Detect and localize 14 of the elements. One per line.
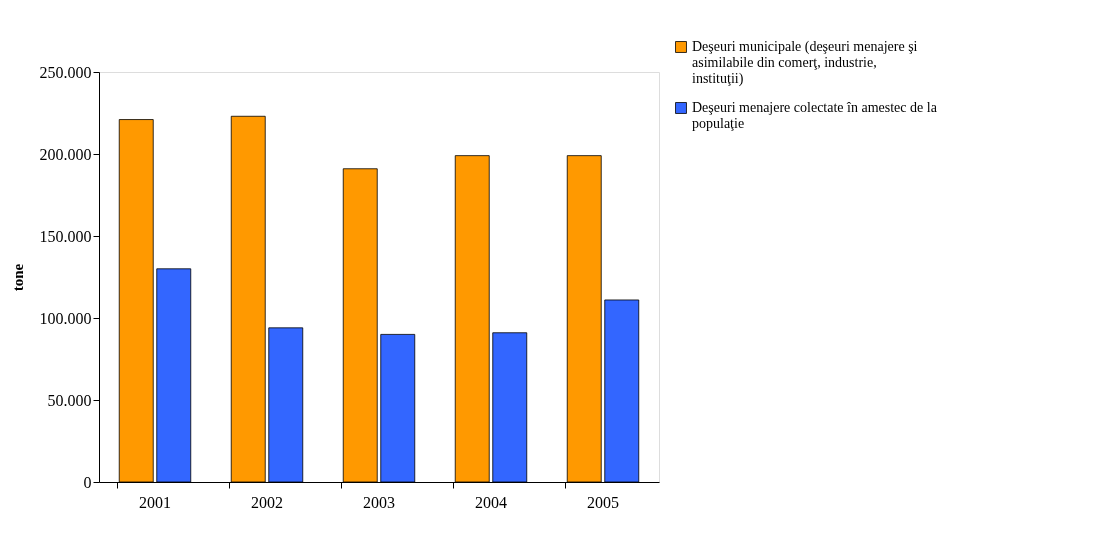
y-tick-label: 250.000 xyxy=(39,63,92,81)
y-tick-label: 0 xyxy=(83,473,92,491)
y-axis-title: tone xyxy=(9,263,26,292)
x-tick-label: 2005 xyxy=(587,493,619,511)
y-tick-label: 150.000 xyxy=(39,227,92,245)
legend-label: Deşeuri menajere colectate în amestec de la populaţie xyxy=(692,100,938,131)
y-tick-label: 100.000 xyxy=(39,309,92,327)
x-tick-label: 2001 xyxy=(139,493,171,511)
x-tick-label: 2003 xyxy=(363,493,395,511)
legend-label: Deşeuri municipale (deşeuri menajere şi asimilabile din comerţ, industrie, instituţii) xyxy=(692,39,918,87)
x-tick-label: 2004 xyxy=(475,493,507,511)
y-tick-label: 50.000 xyxy=(47,391,92,409)
x-tick-label: 2002 xyxy=(251,493,283,511)
y-tick-label: 200.000 xyxy=(39,145,92,163)
